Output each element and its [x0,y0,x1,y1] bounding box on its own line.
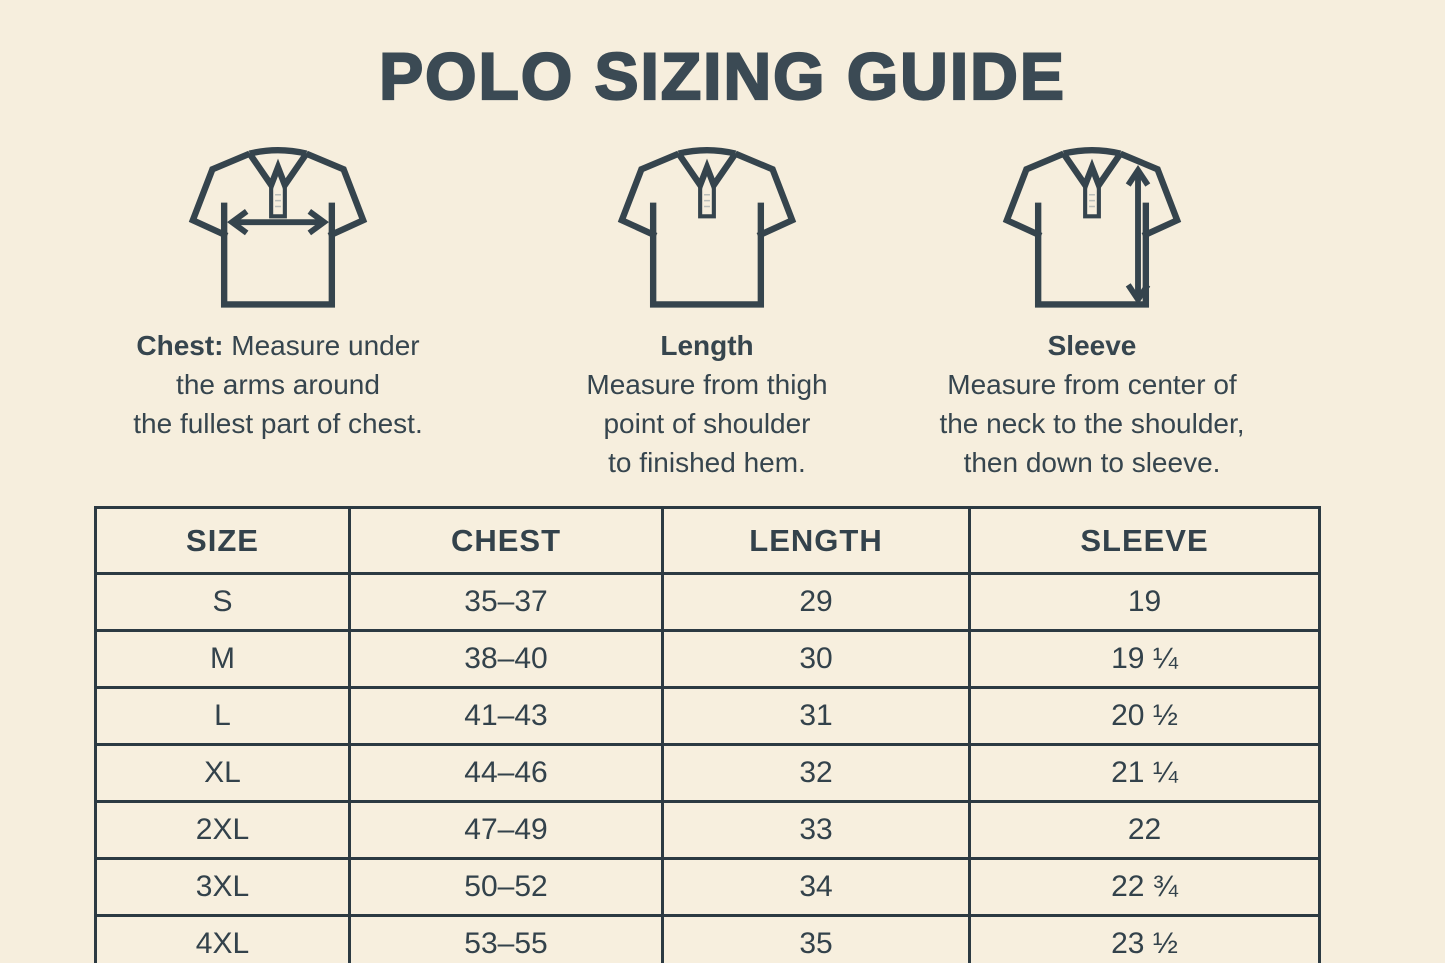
cell-sleeve: 21 ¼ [968,743,1321,803]
cell-chest: 35–37 [348,572,664,632]
polo-length-icon [487,142,927,322]
table-row: L 41–43 31 20 ½ [94,686,1321,746]
cell-size: L [94,686,351,746]
cell-size: 4XL [94,914,351,963]
measure-length-section: Length Measure from thigh point of shoul… [487,142,927,482]
col-header-length: LENGTH [661,506,971,575]
cell-chest: 44–46 [348,743,664,803]
cell-length: 34 [661,857,971,917]
measure-sleeve-caption: Sleeve Measure from center of the neck t… [872,326,1312,482]
cell-size: S [94,572,351,632]
table-header-row: SIZE CHEST LENGTH SLEEVE [94,506,1321,575]
cell-sleeve: 19 ¼ [968,629,1321,689]
cell-size: 3XL [94,857,351,917]
cell-chest: 47–49 [348,800,664,860]
cell-size: XL [94,743,351,803]
table-row: 3XL 50–52 34 22 ¾ [94,857,1321,917]
polo-sleeve-icon [872,142,1312,322]
cell-size: 2XL [94,800,351,860]
polo-chest-icon [58,142,498,322]
page-title: POLO SIZING GUIDE [378,38,1066,114]
cell-sleeve: 20 ½ [968,686,1321,746]
measure-sleeve-section: Sleeve Measure from center of the neck t… [872,142,1312,482]
cell-chest: 41–43 [348,686,664,746]
cell-length: 35 [661,914,971,963]
measure-chest-section: Chest: Measure under the arms around the… [58,142,498,443]
cell-sleeve: 22 [968,800,1321,860]
table-row: S 35–37 29 19 [94,572,1321,632]
table-row: 4XL 53–55 35 23 ½ [94,914,1321,963]
measure-length-label: Length [660,330,754,361]
cell-size: M [94,629,351,689]
table-row: XL 44–46 32 21 ¼ [94,743,1321,803]
col-header-size: SIZE [94,506,351,575]
cell-length: 33 [661,800,971,860]
cell-chest: 50–52 [348,857,664,917]
cell-length: 30 [661,629,971,689]
cell-chest: 38–40 [348,629,664,689]
cell-sleeve: 22 ¾ [968,857,1321,917]
table-row: 2XL 47–49 33 22 [94,800,1321,860]
measure-length-caption: Length Measure from thigh point of shoul… [487,326,927,482]
cell-length: 32 [661,743,971,803]
size-table: SIZE CHEST LENGTH SLEEVE S 35–37 29 19 M… [94,506,1321,963]
table-row: M 38–40 30 19 ¼ [94,629,1321,689]
cell-sleeve: 19 [968,572,1321,632]
measure-chest-caption: Chest: Measure under the arms around the… [133,330,423,439]
measure-chest-label: Chest: [136,330,224,361]
col-header-chest: CHEST [348,506,664,575]
measure-sleeve-label: Sleeve [1047,330,1137,361]
col-header-sleeve: SLEEVE [968,506,1321,575]
cell-length: 31 [661,686,971,746]
cell-length: 29 [661,572,971,632]
cell-sleeve: 23 ½ [968,914,1321,963]
cell-chest: 53–55 [348,914,664,963]
